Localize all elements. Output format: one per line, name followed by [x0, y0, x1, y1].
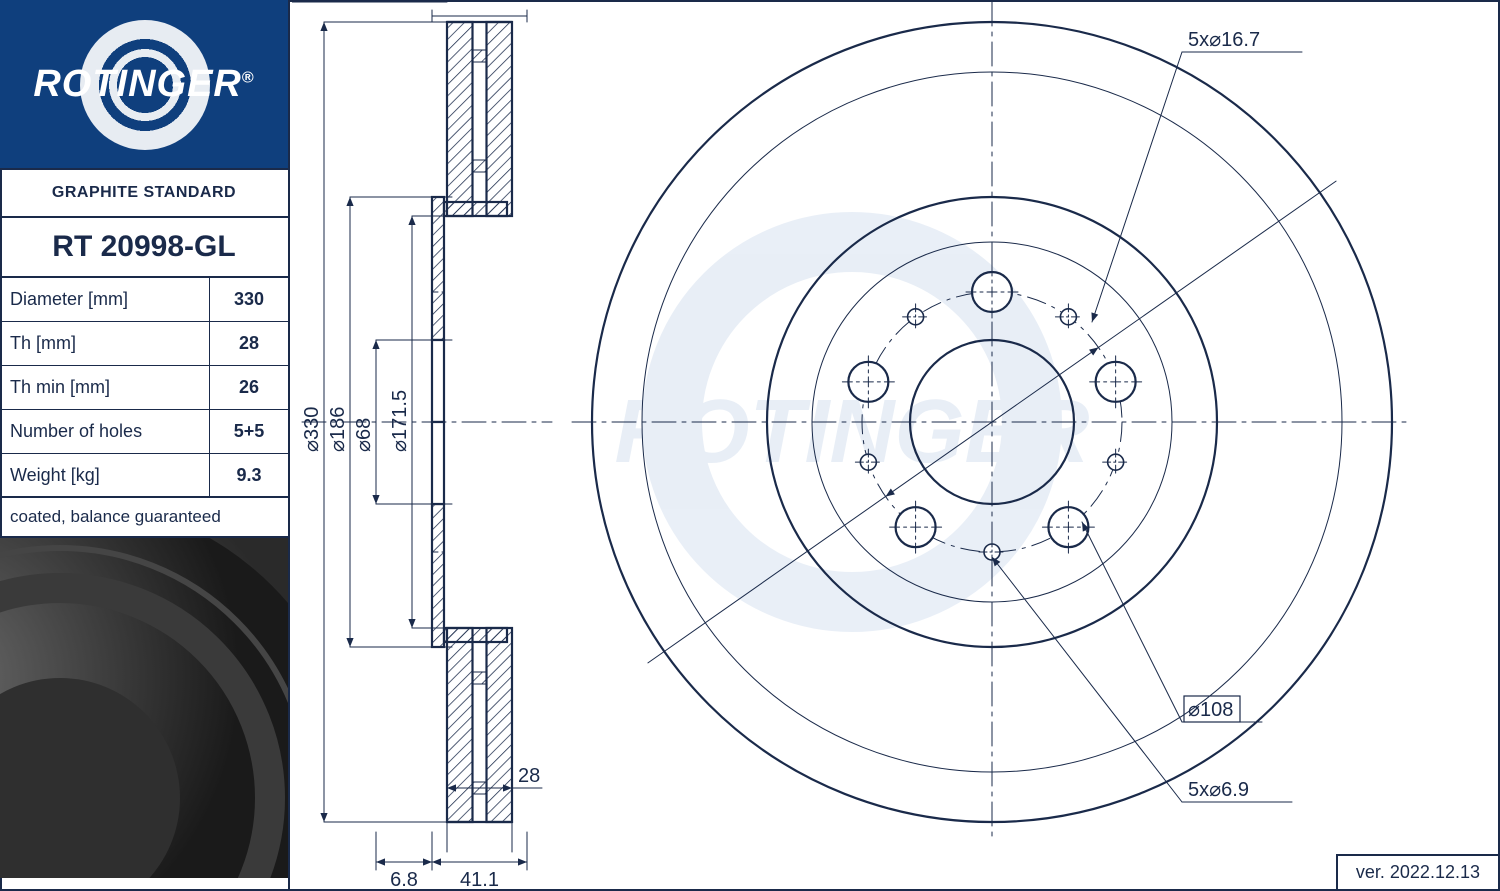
trademark-icon: ® — [242, 69, 255, 86]
info-sidebar: ROTINGER® GRAPHITE STANDARD RT 20998-GL … — [0, 0, 290, 891]
specs-table: Diameter [mm]330Th [mm]28Th min [mm]26Nu… — [0, 278, 288, 498]
part-number: RT 20998-GL — [0, 218, 288, 278]
brand-logo-block: ROTINGER® — [0, 0, 288, 170]
drawing-svg: ROTINGER ⌀330⌀186⌀68 ⌀171.5 28 6.8 41.1 5x⌀16.… — [292, 2, 1498, 889]
version-label: ver. 2022.12.13 — [1336, 854, 1498, 889]
spec-label: Diameter [mm] — [0, 278, 210, 321]
svg-text:⌀330: ⌀330 — [301, 407, 323, 452]
spec-label: Number of holes — [0, 410, 210, 453]
spec-row: Diameter [mm]330 — [0, 278, 288, 322]
spec-label: Th [mm] — [0, 322, 210, 365]
disc-photo-icon — [0, 538, 288, 878]
svg-text:⌀68: ⌀68 — [353, 418, 375, 452]
spec-value: 330 — [210, 278, 288, 321]
spec-row: Number of holes5+5 — [0, 410, 288, 454]
svg-text:⌀171.5: ⌀171.5 — [389, 390, 411, 452]
brand-name-text: ROTINGER — [33, 63, 242, 105]
spec-value: 26 — [210, 366, 288, 409]
svg-text:5x⌀16.7: 5x⌀16.7 — [1188, 29, 1260, 51]
spec-label: Weight [kg] — [0, 454, 210, 496]
spec-row: Th min [mm]26 — [0, 366, 288, 410]
svg-text:⌀186: ⌀186 — [327, 407, 349, 452]
spec-value: 5+5 — [210, 410, 288, 453]
brand-name: ROTINGER® — [33, 63, 254, 106]
svg-text:ROTINGER: ROTINGER — [614, 382, 1089, 482]
technical-drawing: ROTINGER ⌀330⌀186⌀68 ⌀171.5 28 6.8 41.1 5x⌀16.… — [292, 2, 1498, 889]
product-notes: coated, balance guaranteed — [0, 498, 288, 538]
svg-text:⌀108: ⌀108 — [1188, 699, 1233, 721]
spec-value: 28 — [210, 322, 288, 365]
spec-value: 9.3 — [210, 454, 288, 496]
svg-text:28: 28 — [518, 765, 540, 787]
product-photo — [0, 538, 288, 878]
product-subtitle: GRAPHITE STANDARD — [0, 170, 288, 218]
svg-text:5x⌀6.9: 5x⌀6.9 — [1188, 779, 1249, 801]
spec-label: Th min [mm] — [0, 366, 210, 409]
svg-text:6.8: 6.8 — [390, 869, 418, 889]
svg-text:41.1: 41.1 — [460, 869, 499, 889]
spec-row: Weight [kg]9.3 — [0, 454, 288, 498]
spec-row: Th [mm]28 — [0, 322, 288, 366]
